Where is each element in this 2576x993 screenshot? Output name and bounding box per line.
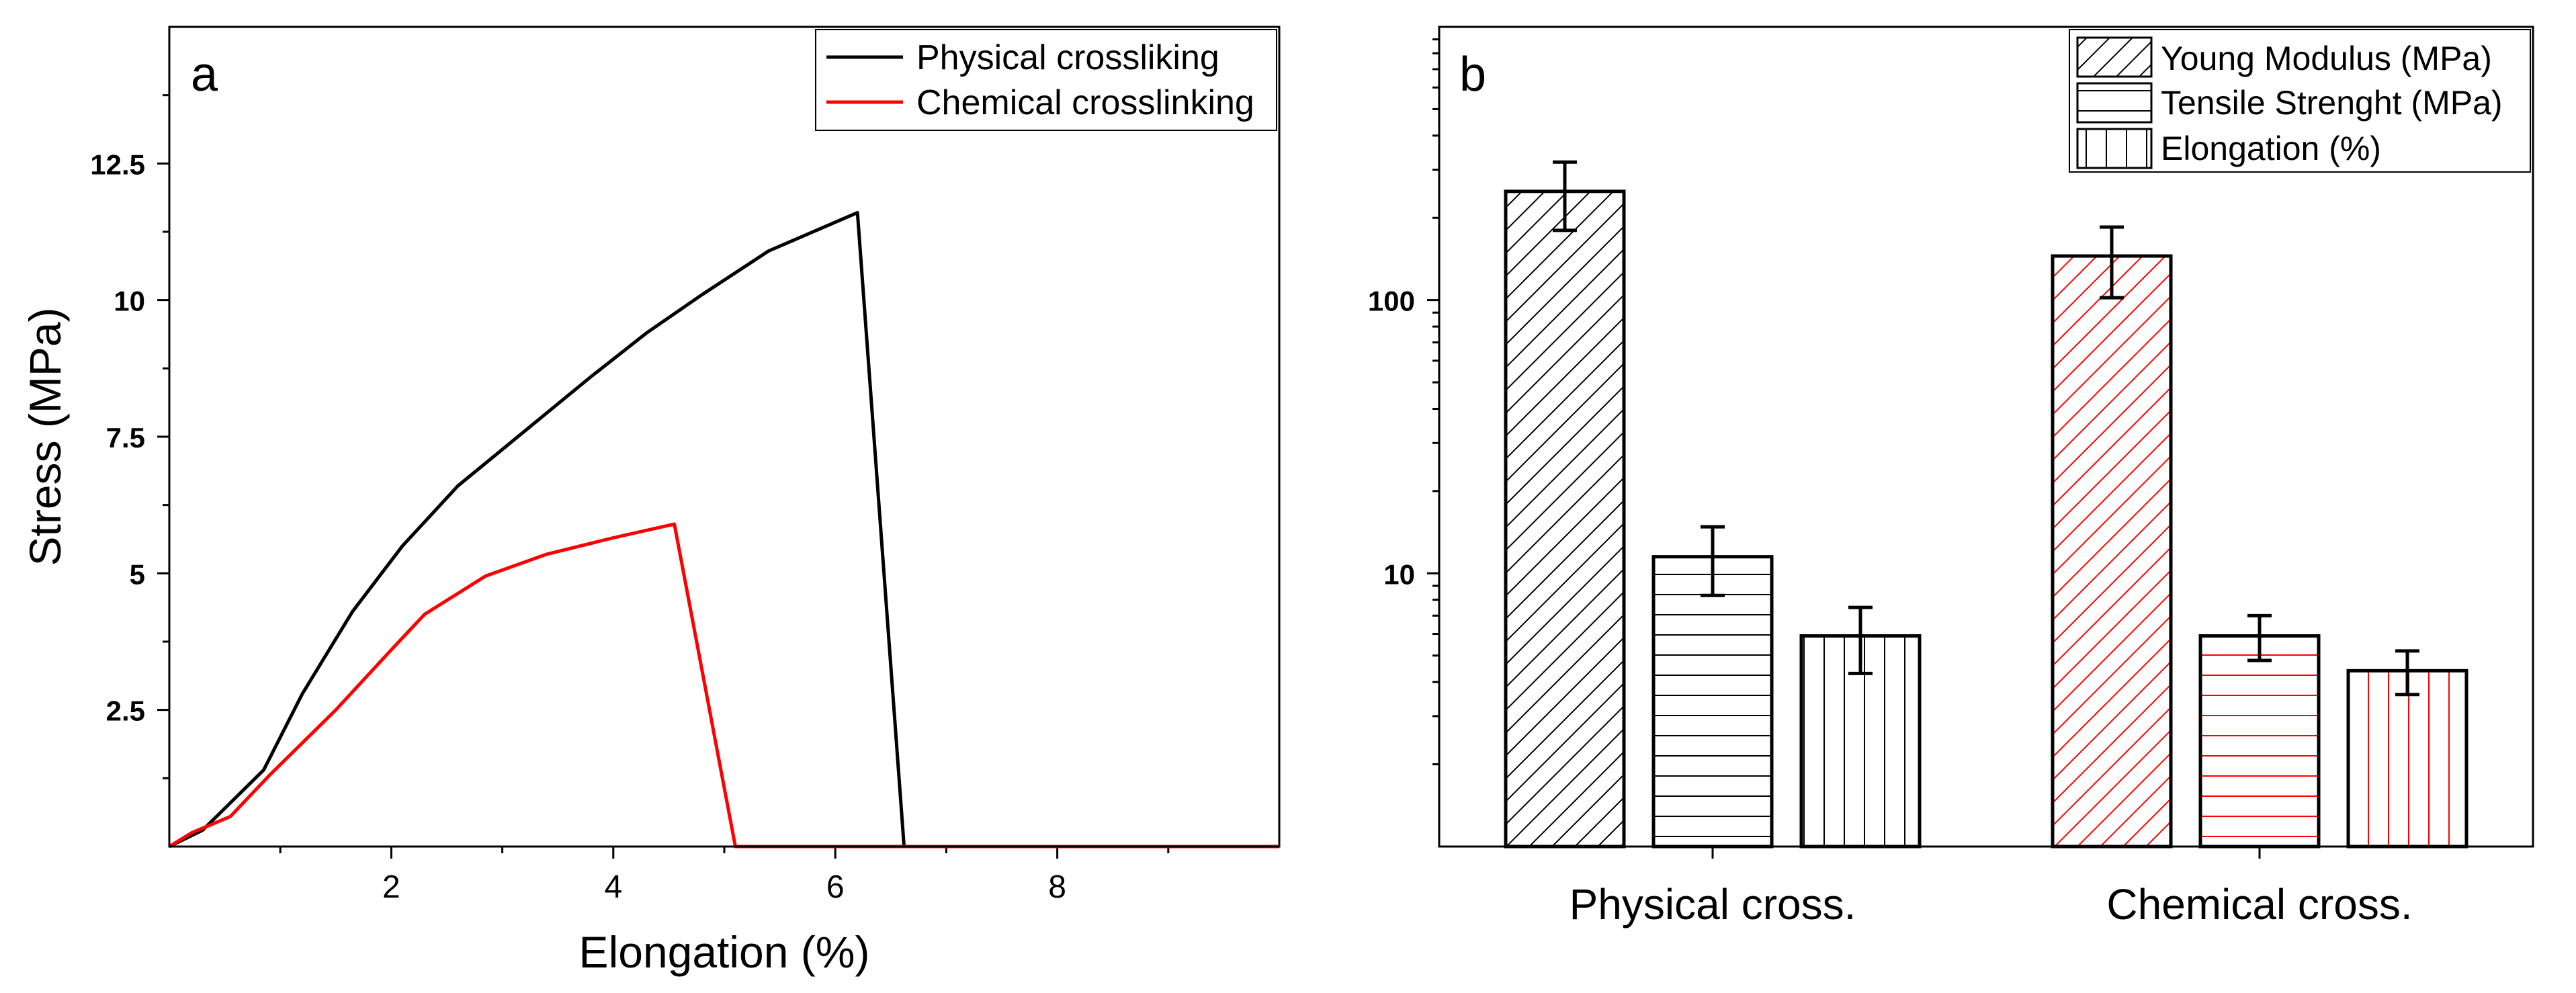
series-lines: [168, 211, 1279, 849]
bars: [1504, 189, 2468, 849]
y-tick-label: 100: [1368, 286, 1415, 317]
legend: Physical crossliking Chemical crosslinki…: [815, 29, 1277, 131]
panel-b-bar-chart: 10 100 Physical cross. Chemical cross. b Y…: [1368, 26, 2534, 929]
legend-swatch-elongation: [2076, 128, 2153, 169]
error-bars: [1553, 160, 2419, 697]
y-tick-label: 10: [1383, 558, 1415, 590]
y-axis-title: Stress (MPa): [20, 307, 70, 566]
bar-chemical-diagonal: [2051, 254, 2173, 849]
y-tick-label: 5: [130, 558, 145, 590]
x-tick-label: 4: [604, 869, 622, 905]
bar-physical-diagonal: [1504, 189, 1626, 849]
y-axis-ticks: 10 100: [1368, 38, 1439, 766]
series-line-physical: [168, 211, 1279, 849]
legend-swatch-tensile-strength: [2076, 82, 2153, 124]
panel-label: a: [191, 48, 218, 101]
y-tick-label: 2.5: [106, 695, 145, 727]
legend-swatch-young-modulus: [2076, 36, 2153, 78]
legend: Young Modulus (MPa) Tensile Strenght (MP…: [2069, 29, 2531, 173]
legend-label-tensile-strength: Tensile Strenght (MPa): [2161, 84, 2503, 122]
panel-a-line-chart: 2 4 6 8 2.5 5 7.5 10 12.5 a Physical crosslikin…: [20, 26, 1281, 977]
series-line-chemical: [168, 522, 1279, 849]
bar-chemical-horizontal: [2198, 634, 2321, 849]
bar-chemical-vertical: [2346, 668, 2468, 849]
panel-label: b: [1459, 48, 1486, 101]
legend-label-physical: Physical crossliking: [916, 38, 1219, 77]
x-axis-ticks: Physical cross. Chemical cross.: [1570, 847, 2413, 929]
category-label: Chemical cross.: [2106, 880, 2412, 929]
x-tick-label: 2: [382, 869, 400, 905]
y-axis-ticks: 2.5 5 7.5 10 12.5: [90, 94, 169, 779]
x-tick-label: 8: [1048, 869, 1066, 905]
y-tick-label: 10: [114, 286, 145, 317]
x-axis-title: Elongation (%): [579, 927, 870, 977]
y-tick-label: 7.5: [106, 422, 145, 454]
x-axis-ticks: 2 4 6 8: [279, 847, 1170, 905]
legend-label-elongation: Elongation (%): [2161, 130, 2381, 167]
plot-frame: [168, 26, 1281, 848]
plot-frame: [1438, 26, 2534, 848]
legend-box: [815, 29, 1277, 131]
x-tick-label: 6: [826, 869, 845, 905]
legend-label-young-modulus: Young Modulus (MPa): [2161, 40, 2492, 77]
legend-label-chemical: Chemical crosslinking: [916, 83, 1254, 122]
y-tick-label: 12.5: [90, 148, 145, 180]
category-label: Physical cross.: [1570, 880, 1856, 929]
bar-physical-horizontal: [1651, 555, 1774, 849]
